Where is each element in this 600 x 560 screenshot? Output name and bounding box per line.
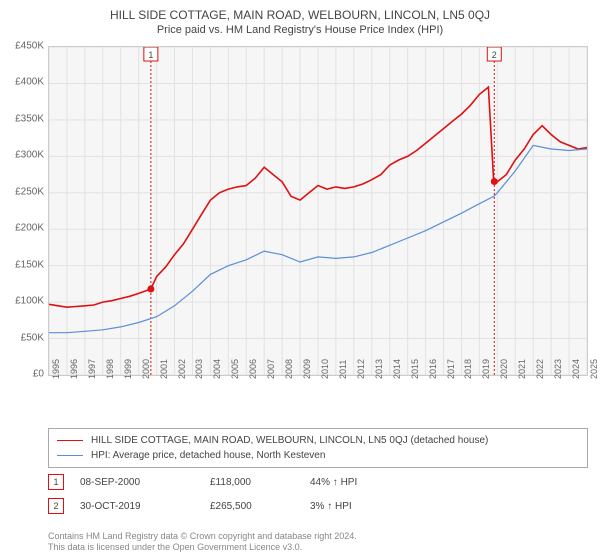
x-axis-label: 2009: [302, 361, 312, 379]
y-axis-label: £0: [0, 369, 44, 380]
x-axis-label: 2021: [517, 361, 527, 379]
chart-area: 12 £0£50K£100K£150K£200K£250K£300K£350K£…: [48, 46, 588, 396]
x-axis-label: 2006: [248, 361, 258, 379]
y-axis-label: £100K: [0, 296, 44, 307]
x-axis-label: 2002: [177, 361, 187, 379]
line-chart: 12: [49, 47, 587, 375]
x-axis-label: 2007: [266, 361, 276, 379]
marker-price: £118,000: [210, 477, 310, 488]
x-axis-label: 1998: [105, 361, 115, 379]
x-axis-label: 2010: [320, 361, 330, 379]
legend-item: HILL SIDE COTTAGE, MAIN ROAD, WELBOURN, …: [57, 433, 579, 448]
marker-info-row: 2 30-OCT-2019 £265,500 3% ↑ HPI: [48, 498, 588, 514]
legend-label: HILL SIDE COTTAGE, MAIN ROAD, WELBOURN, …: [91, 435, 488, 446]
marker-badge: 2: [48, 498, 64, 514]
chart-title: HILL SIDE COTTAGE, MAIN ROAD, WELBOURN, …: [0, 0, 600, 22]
x-axis-label: 2019: [481, 361, 491, 379]
x-axis-label: 1995: [51, 361, 61, 379]
marker-delta: 3% ↑ HPI: [310, 501, 430, 512]
x-axis-label: 2013: [374, 361, 384, 379]
legend-item: HPI: Average price, detached house, Nort…: [57, 448, 579, 463]
y-axis-label: £300K: [0, 150, 44, 161]
plot-background: 12: [48, 46, 588, 376]
marker-delta: 44% ↑ HPI: [310, 477, 430, 488]
y-axis-label: £50K: [0, 332, 44, 343]
chart-subtitle: Price paid vs. HM Land Registry's House …: [0, 22, 600, 40]
x-axis-label: 2018: [463, 361, 473, 379]
legend-label: HPI: Average price, detached house, Nort…: [91, 450, 325, 461]
footer-attribution: Contains HM Land Registry data © Crown c…: [48, 531, 357, 554]
y-axis-label: £400K: [0, 77, 44, 88]
chart-legend: HILL SIDE COTTAGE, MAIN ROAD, WELBOURN, …: [48, 428, 588, 468]
footer-line: This data is licensed under the Open Gov…: [48, 542, 357, 554]
svg-text:2: 2: [492, 50, 497, 60]
x-axis-label: 2005: [230, 361, 240, 379]
y-axis-label: £150K: [0, 259, 44, 270]
x-axis-label: 2023: [553, 361, 563, 379]
y-axis-label: £350K: [0, 113, 44, 124]
x-axis-label: 2015: [410, 361, 420, 379]
marker-date: 30-OCT-2019: [80, 501, 210, 512]
x-axis-label: 2025: [589, 361, 599, 379]
x-axis-label: 2008: [284, 361, 294, 379]
marker-date: 08-SEP-2000: [80, 477, 210, 488]
svg-text:1: 1: [148, 50, 153, 60]
marker-badge: 1: [48, 474, 64, 490]
x-axis-label: 2000: [141, 361, 151, 379]
footer-line: Contains HM Land Registry data © Crown c…: [48, 531, 357, 543]
x-axis-label: 2012: [356, 361, 366, 379]
x-axis-label: 2004: [212, 361, 222, 379]
marker-info-row: 1 08-SEP-2000 £118,000 44% ↑ HPI: [48, 474, 588, 490]
x-axis-label: 1996: [69, 361, 79, 379]
legend-swatch: [57, 455, 83, 456]
x-axis-label: 2016: [428, 361, 438, 379]
x-axis-label: 2017: [446, 361, 456, 379]
x-axis-label: 1997: [87, 361, 97, 379]
x-axis-label: 2003: [194, 361, 204, 379]
x-axis-label: 2022: [535, 361, 545, 379]
x-axis-label: 2020: [499, 361, 509, 379]
marker-price: £265,500: [210, 501, 310, 512]
y-axis-label: £250K: [0, 186, 44, 197]
legend-swatch: [57, 440, 83, 442]
x-axis-label: 1999: [123, 361, 133, 379]
y-axis-label: £450K: [0, 41, 44, 52]
x-axis-label: 2024: [571, 361, 581, 379]
x-axis-label: 2001: [159, 361, 169, 379]
y-axis-label: £200K: [0, 223, 44, 234]
x-axis-label: 2011: [338, 361, 348, 379]
x-axis-label: 2014: [392, 361, 402, 379]
